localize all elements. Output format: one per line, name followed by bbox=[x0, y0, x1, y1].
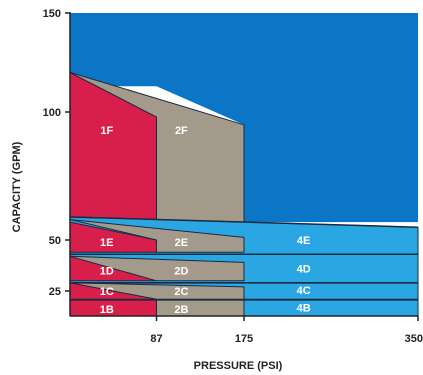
region-label-2c: 2C bbox=[174, 286, 188, 298]
region-label-1e: 1E bbox=[100, 237, 113, 249]
region-label-1d: 1D bbox=[100, 266, 114, 278]
region-2d bbox=[69, 255, 245, 282]
region-2b bbox=[156, 299, 245, 317]
x-axis-title: PRESSURE (PSI) bbox=[194, 360, 283, 372]
region-label-4c: 4C bbox=[297, 285, 311, 297]
region-label-1c: 1C bbox=[100, 286, 114, 298]
x-tick-label: 87 bbox=[150, 333, 162, 345]
x-tick-label: 175 bbox=[235, 333, 253, 345]
region-2e bbox=[69, 219, 245, 253]
region-label-1f: 1F bbox=[100, 125, 113, 137]
region-label-4d: 4D bbox=[297, 264, 311, 276]
y-tick-label: 25 bbox=[49, 286, 61, 298]
chart-dividers bbox=[69, 216, 419, 301]
row-divider bbox=[69, 216, 419, 228]
region-label-4e: 4E bbox=[297, 235, 310, 247]
region-label-2e: 2E bbox=[175, 237, 188, 249]
region-label-2d: 2D bbox=[174, 266, 188, 278]
x-tick-label: 350 bbox=[405, 333, 423, 345]
y-tick-label: 50 bbox=[49, 235, 61, 247]
region-background bbox=[70, 13, 418, 223]
y-axis-title: CAPACITY (GPM) bbox=[11, 141, 23, 232]
chart-ticks: 150 100 50 25 87 175 350 bbox=[43, 8, 423, 345]
region-label-4b: 4B bbox=[297, 303, 311, 315]
region-label-2f: 2F bbox=[175, 125, 188, 137]
region-label-2b: 2B bbox=[174, 304, 188, 316]
chart-region-labels: 1F 2F 1E 2E 4E 1D 2D 4D 1C 2C 4C 1B 2B 4B bbox=[100, 125, 311, 316]
y-tick-label: 150 bbox=[43, 8, 61, 20]
y-tick-label: 100 bbox=[43, 107, 61, 119]
chart-regions bbox=[69, 13, 419, 317]
region-label-1b: 1B bbox=[100, 304, 114, 316]
